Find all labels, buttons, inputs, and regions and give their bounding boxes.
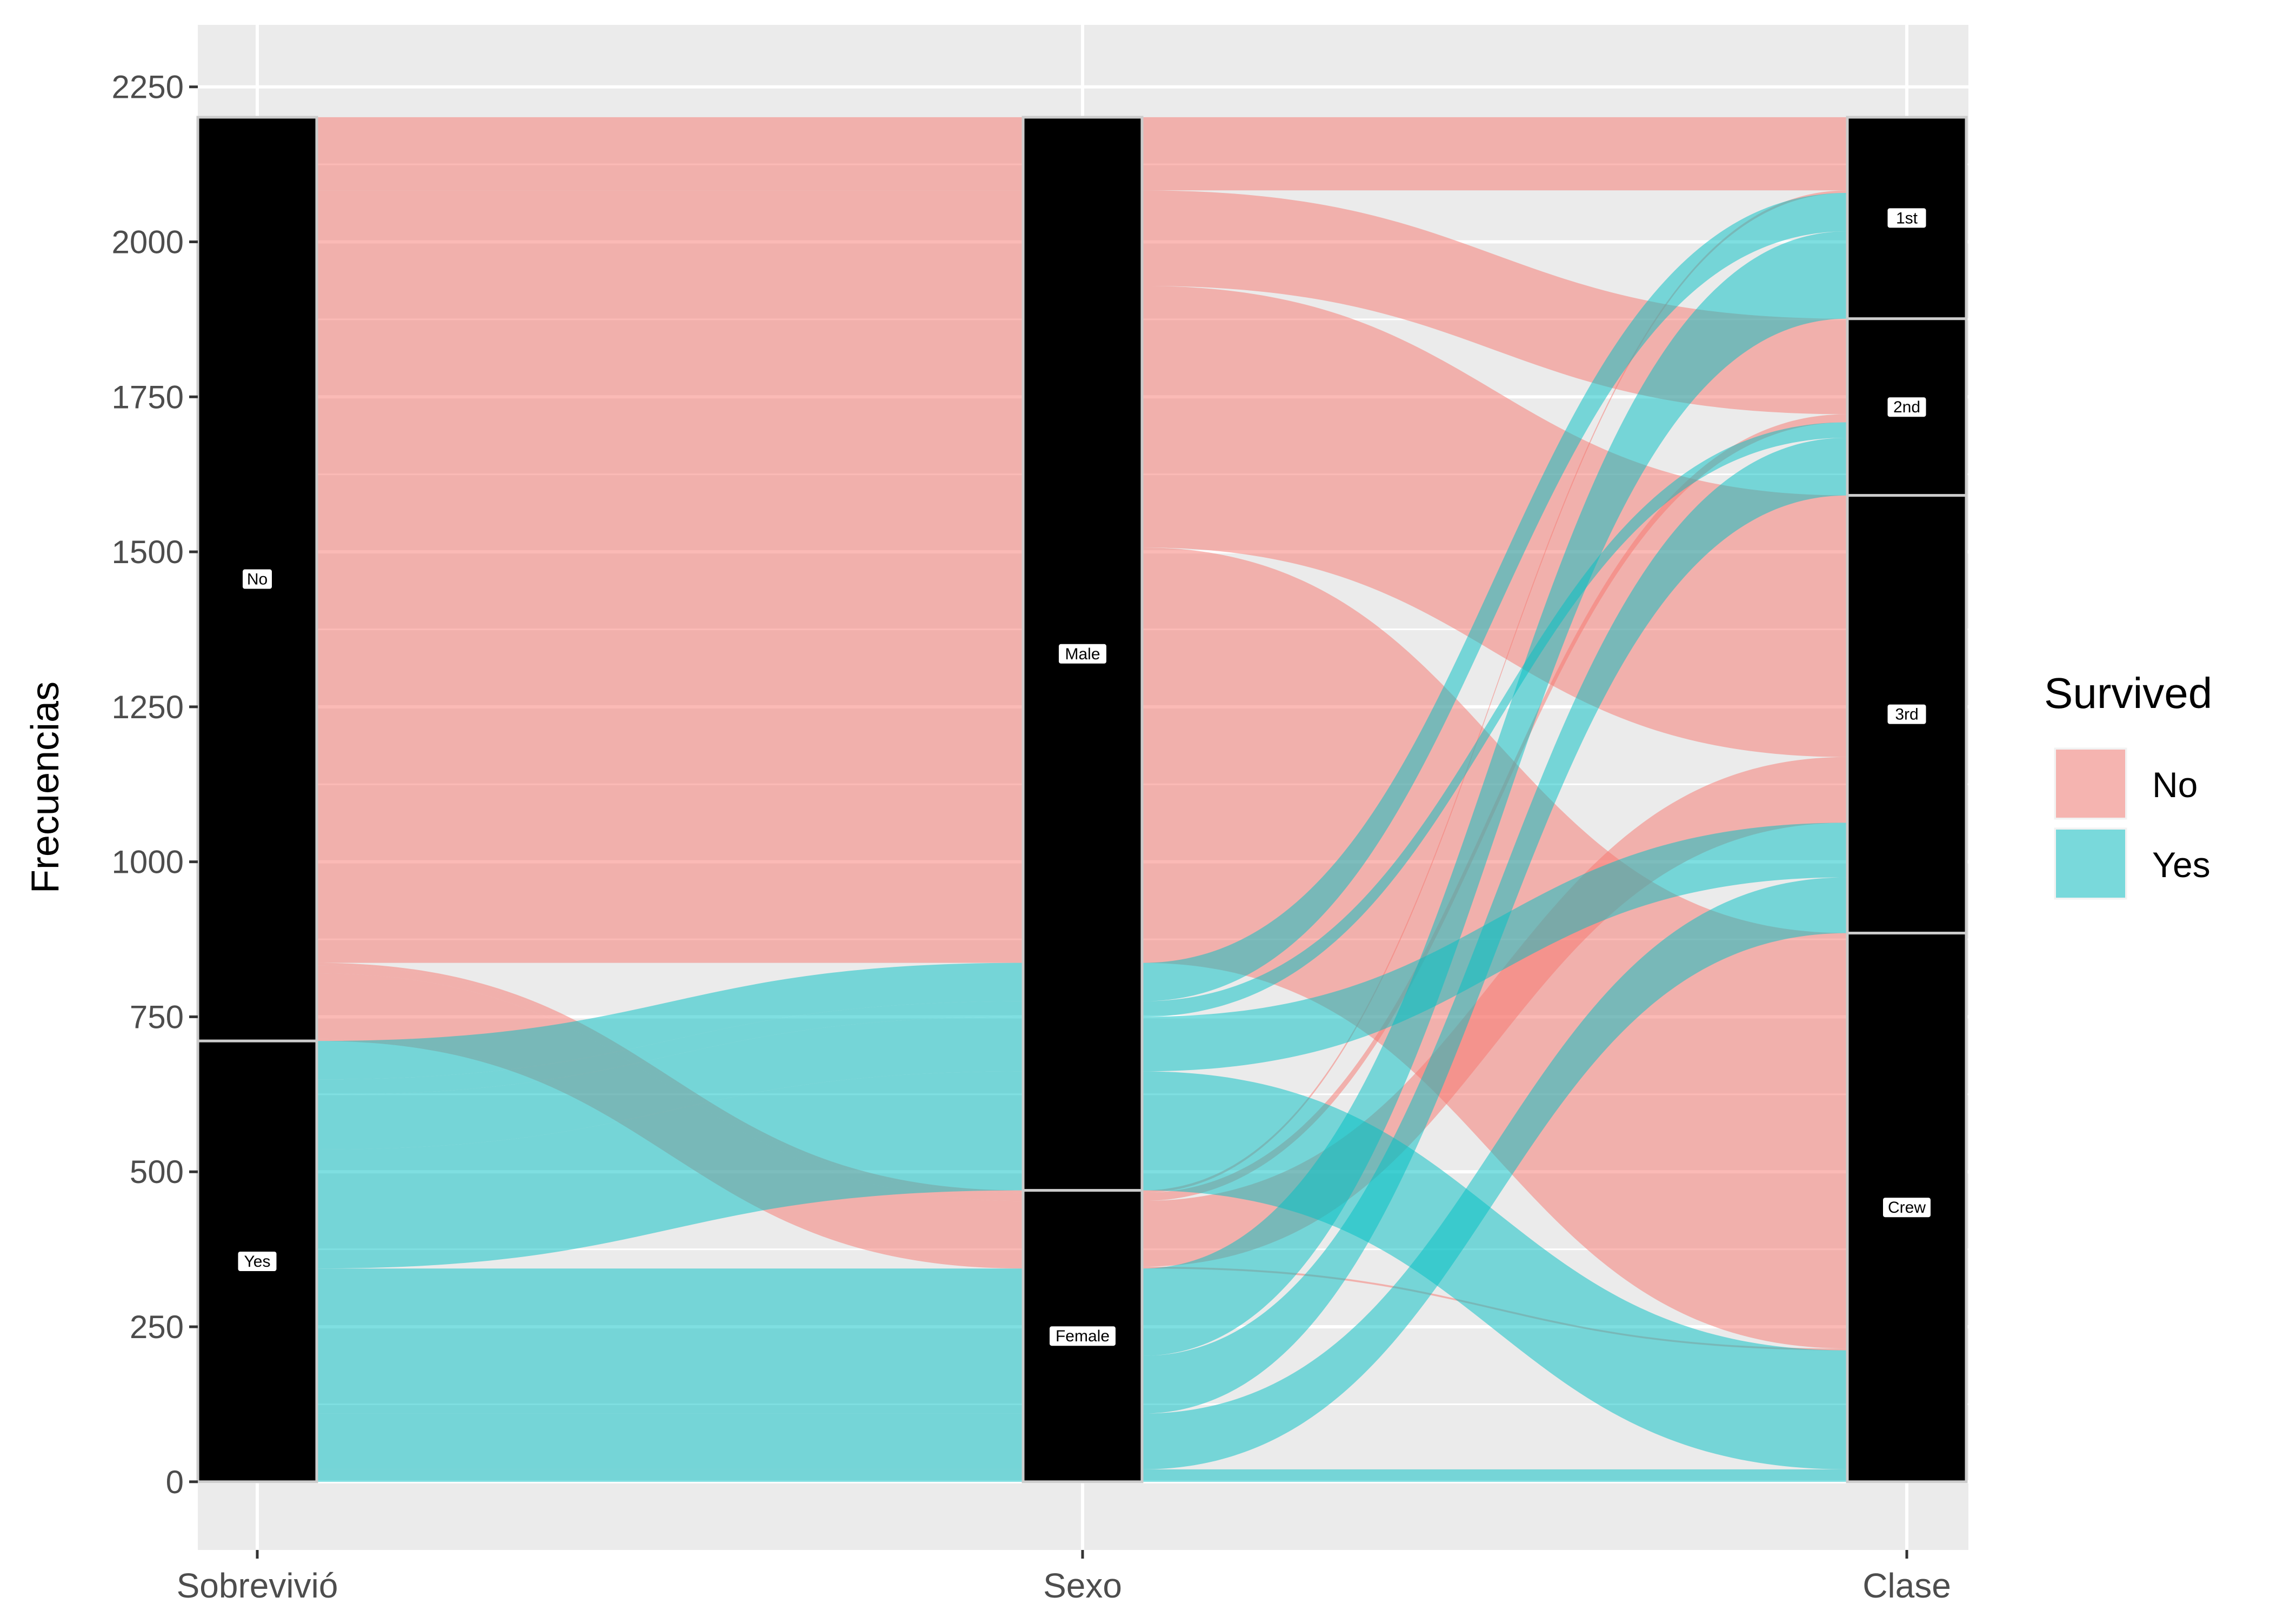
- x-tick-label: Clase: [1862, 1566, 1951, 1605]
- strata-layer: No Yes Male Female 1st 2nd 3rd Crew: [196, 116, 1968, 1483]
- stratum-label: Yes: [244, 1253, 271, 1271]
- stratum-label: Male: [1065, 645, 1100, 663]
- stratum-label-box: [238, 1251, 277, 1271]
- y-axis-title: Frecuencias: [24, 681, 67, 893]
- y-tick-label: 2000: [112, 224, 184, 260]
- y-tick-label: 500: [130, 1154, 184, 1190]
- y-tick-label: 1250: [112, 689, 184, 725]
- legend: Survived No Yes: [2044, 669, 2212, 900]
- alluvium-no-male-2nd: [198, 190, 1966, 415]
- alluvium-yes-male-3rd: [198, 823, 1966, 1150]
- y-tick-label: 1500: [112, 534, 184, 570]
- stratum-label-box: [1050, 1326, 1116, 1346]
- legend-item-label: Yes: [2152, 845, 2211, 885]
- stratum-label-box: [1883, 1198, 1931, 1218]
- x-tick-label: Sexo: [1043, 1566, 1122, 1605]
- alluvium-yes-male-crew: [198, 1071, 1966, 1469]
- y-tick-label: 250: [130, 1309, 184, 1345]
- y-tick-label: 1750: [112, 379, 184, 415]
- x-tick-label: Sobrevivió: [177, 1566, 338, 1605]
- y-tick-label: 0: [166, 1464, 184, 1500]
- legend-item-label: No: [2152, 765, 2198, 805]
- y-tick-label: 2250: [112, 69, 184, 105]
- stratum-label: No: [247, 571, 268, 589]
- stratum-label-box: [1887, 208, 1926, 228]
- stratum-no: [196, 116, 318, 1042]
- legend-key-no: [2056, 750, 2125, 818]
- y-tick-label: 750: [130, 999, 184, 1035]
- stratum-label: Female: [1056, 1327, 1110, 1345]
- stratum-label: 2nd: [1893, 398, 1920, 416]
- alluvium-yes-female-3rd: [198, 877, 1966, 1469]
- stratum-label: 1st: [1896, 209, 1918, 227]
- stratum-label-box: [243, 569, 272, 589]
- stratum-label-box: [1059, 644, 1106, 664]
- y-tick-label: 1000: [112, 844, 184, 880]
- stratum-label: Crew: [1888, 1199, 1926, 1217]
- stratum-label-box: [1887, 704, 1926, 724]
- stratum-label-box: [1887, 397, 1926, 417]
- legend-key-yes: [2056, 830, 2125, 898]
- stratum-label: 3rd: [1895, 706, 1918, 724]
- legend-title: Survived: [2044, 669, 2212, 717]
- alluvium-no-female-3rd: [198, 757, 1966, 1267]
- axis-layer: 0 250 500 750 1000 1250 1500 1750 2000 2250 Sobrev…: [112, 69, 1951, 1605]
